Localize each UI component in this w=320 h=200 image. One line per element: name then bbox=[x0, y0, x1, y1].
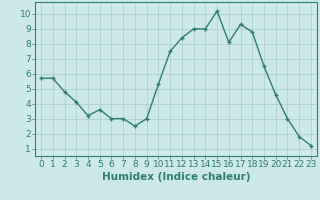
X-axis label: Humidex (Indice chaleur): Humidex (Indice chaleur) bbox=[102, 172, 250, 182]
